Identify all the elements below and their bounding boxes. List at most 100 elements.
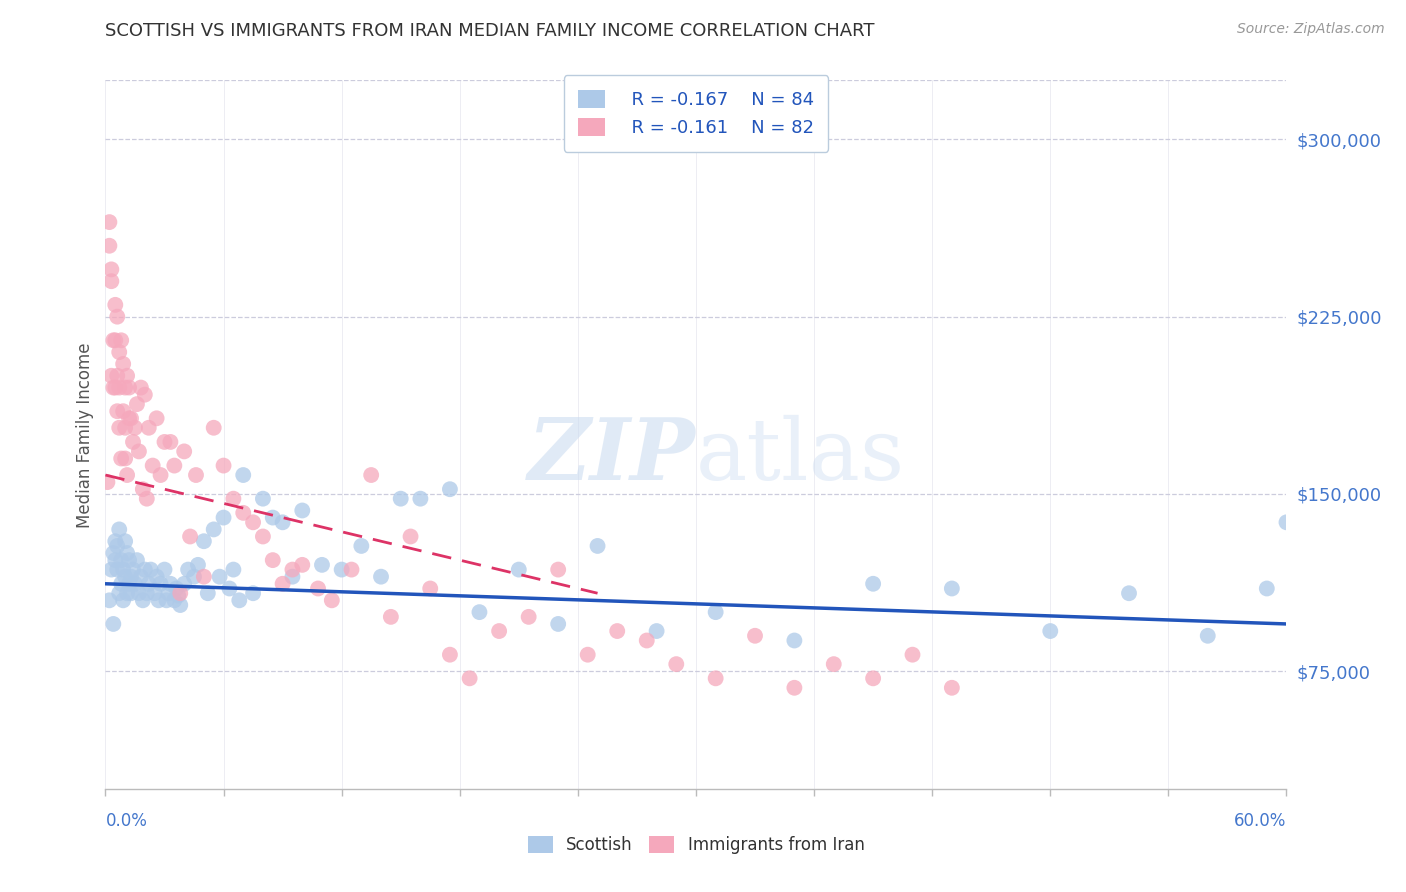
Point	[360, 468, 382, 483]
Point	[458, 671, 481, 685]
Point	[197, 586, 219, 600]
Point	[179, 529, 201, 543]
Point	[118, 381, 141, 395]
Point	[202, 421, 225, 435]
Point	[128, 586, 150, 600]
Point	[262, 553, 284, 567]
Point	[173, 576, 195, 591]
Point	[110, 334, 132, 348]
Point	[193, 534, 215, 549]
Point	[104, 298, 127, 312]
Point	[704, 671, 727, 685]
Point	[100, 262, 122, 277]
Point	[118, 576, 141, 591]
Point	[187, 558, 209, 572]
Point	[193, 570, 215, 584]
Point	[165, 582, 187, 596]
Point	[281, 563, 304, 577]
Point	[112, 593, 135, 607]
Point	[129, 381, 152, 395]
Point	[112, 404, 135, 418]
Point	[547, 617, 569, 632]
Point	[586, 539, 609, 553]
Point	[115, 468, 138, 483]
Point	[104, 553, 127, 567]
Point	[138, 576, 160, 591]
Point	[134, 387, 156, 401]
Point	[134, 563, 156, 577]
Point	[108, 421, 131, 435]
Point	[120, 586, 142, 600]
Point	[159, 434, 181, 449]
Point	[370, 570, 392, 584]
Point	[112, 357, 135, 371]
Point	[112, 563, 135, 577]
Point	[155, 593, 177, 607]
Point	[105, 563, 128, 577]
Point	[122, 563, 145, 577]
Text: Source: ZipAtlas.com: Source: ZipAtlas.com	[1237, 22, 1385, 37]
Point	[149, 468, 172, 483]
Point	[125, 553, 148, 567]
Point	[508, 563, 530, 577]
Point	[120, 411, 142, 425]
Point	[488, 624, 510, 638]
Point	[148, 593, 170, 607]
Point	[104, 534, 127, 549]
Point	[145, 570, 167, 584]
Point	[823, 657, 845, 672]
Point	[704, 605, 727, 619]
Point	[744, 629, 766, 643]
Point	[153, 563, 176, 577]
Point	[167, 589, 190, 603]
Point	[177, 563, 200, 577]
Point	[242, 516, 264, 530]
Point	[1197, 629, 1219, 643]
Point	[115, 368, 138, 383]
Point	[115, 546, 138, 560]
Point	[98, 239, 121, 253]
Point	[291, 503, 314, 517]
Point	[1039, 624, 1062, 638]
Point	[132, 482, 155, 496]
Point	[153, 434, 176, 449]
Point	[419, 582, 441, 596]
Point	[98, 215, 121, 229]
Point	[252, 491, 274, 506]
Point	[108, 523, 131, 537]
Point	[606, 624, 628, 638]
Point	[665, 657, 688, 672]
Point	[120, 570, 142, 584]
Point	[125, 397, 148, 411]
Point	[271, 516, 294, 530]
Point	[380, 610, 402, 624]
Point	[135, 586, 157, 600]
Point	[132, 593, 155, 607]
Point	[330, 563, 353, 577]
Point	[941, 582, 963, 596]
Point	[108, 586, 131, 600]
Point	[143, 586, 166, 600]
Text: 0.0%: 0.0%	[105, 812, 148, 830]
Point	[108, 345, 131, 359]
Point	[783, 681, 806, 695]
Point	[941, 681, 963, 695]
Point	[163, 593, 186, 607]
Point	[169, 598, 191, 612]
Text: ZIP: ZIP	[529, 415, 696, 498]
Point	[350, 539, 373, 553]
Point	[242, 586, 264, 600]
Point	[1256, 582, 1278, 596]
Point	[114, 451, 136, 466]
Point	[104, 381, 127, 395]
Point	[439, 482, 461, 496]
Point	[252, 529, 274, 543]
Point	[103, 546, 125, 560]
Point	[124, 421, 146, 435]
Point	[439, 648, 461, 662]
Point	[100, 563, 122, 577]
Point	[103, 334, 125, 348]
Point	[96, 475, 118, 489]
Point	[307, 582, 329, 596]
Point	[139, 563, 162, 577]
